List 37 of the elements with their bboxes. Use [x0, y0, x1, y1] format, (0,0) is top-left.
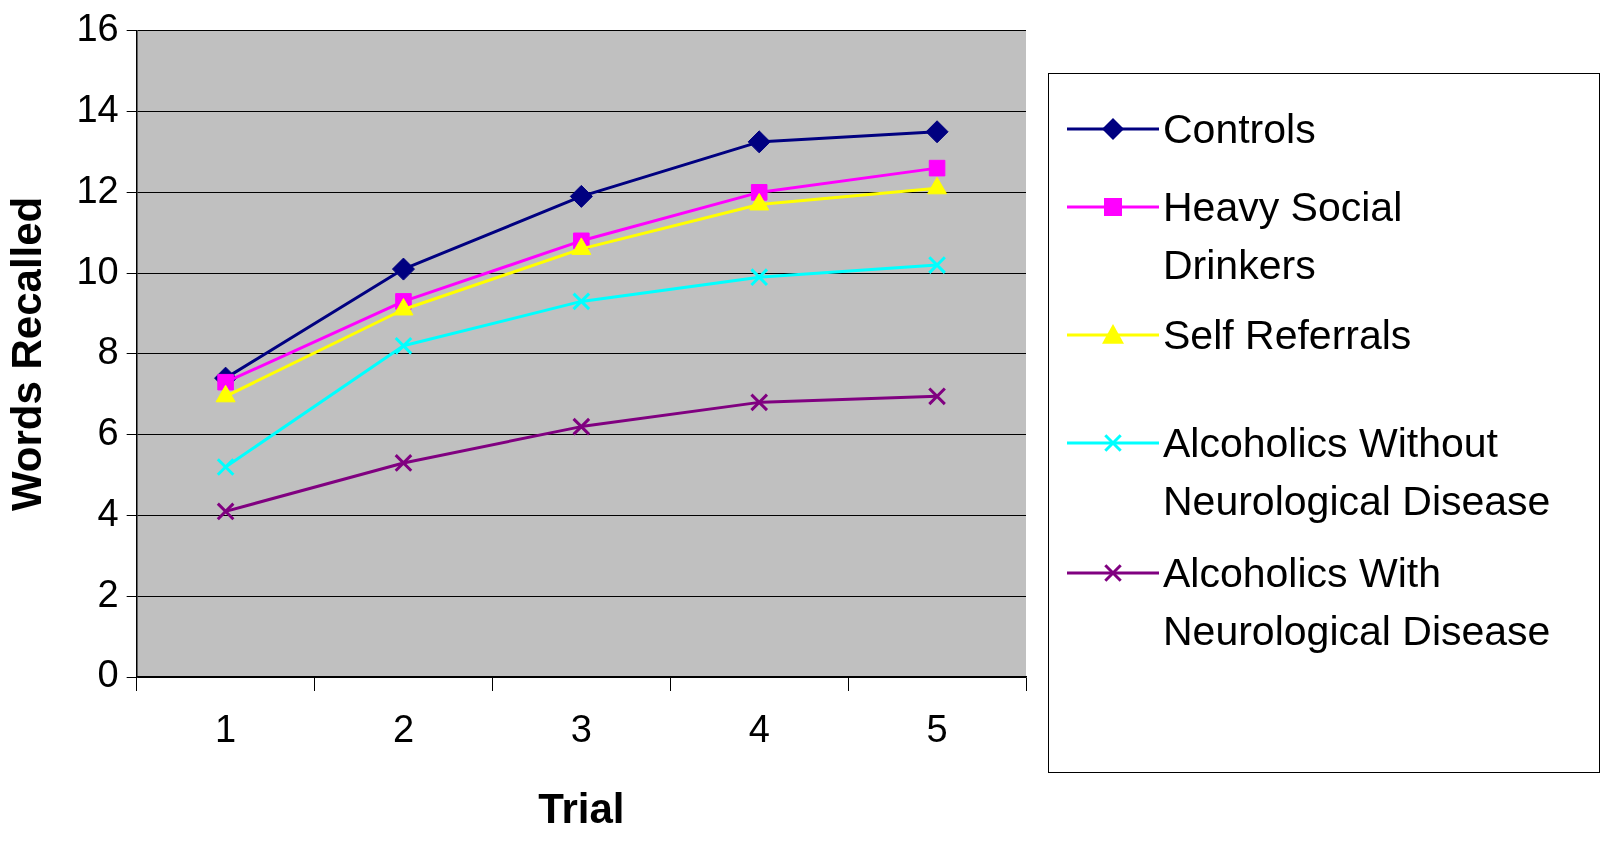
y-tick-label: 6 [97, 411, 119, 454]
y-tick-label: 4 [97, 491, 119, 534]
point [394, 453, 413, 473]
y-tick-label: 2 [97, 572, 119, 615]
legend-label: Alcoholics Without Neurological Disease [1163, 419, 1552, 526]
point [749, 267, 769, 287]
x-axis-title: Trial [538, 785, 625, 833]
point [927, 387, 947, 406]
legend-label: Controls [1163, 105, 1317, 154]
y-tick-label: 0 [97, 653, 119, 696]
point [391, 257, 415, 281]
x-tick-label: 4 [748, 708, 770, 751]
point [216, 502, 235, 521]
y-tick-label: 12 [76, 168, 119, 211]
point [749, 393, 769, 412]
y-axis-title: Words Recalled [2, 196, 50, 512]
point [747, 130, 771, 154]
point [928, 159, 946, 177]
legend-label: Heavy Social Drinkers [1163, 183, 1404, 290]
x-tick-label: 5 [926, 708, 948, 751]
point [925, 120, 949, 144]
point [394, 336, 413, 356]
point [569, 184, 593, 208]
y-tick-label: 14 [76, 88, 119, 131]
point [217, 373, 234, 391]
point [572, 417, 591, 436]
y-tick-label: 16 [76, 7, 119, 50]
legend-label: Self Referrals [1163, 311, 1413, 360]
y-tick-label: 8 [97, 330, 119, 373]
x-tick-label: 2 [392, 708, 415, 751]
x-tick-label: 1 [215, 708, 237, 751]
point [927, 255, 947, 275]
x-tick-label: 3 [570, 708, 592, 751]
point [572, 292, 591, 311]
y-tick-label: 10 [76, 249, 119, 292]
legend-label: Alcoholics With Neurological Disease [1163, 549, 1552, 656]
point [216, 457, 235, 477]
